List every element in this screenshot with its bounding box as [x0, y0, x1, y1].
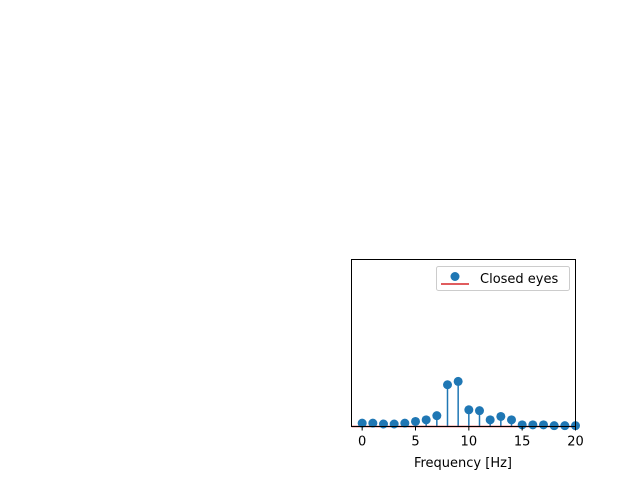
plot-frame — [351, 259, 576, 427]
stem-marker — [517, 420, 527, 430]
stem-marker — [379, 419, 388, 429]
stem-marker — [443, 380, 452, 390]
stem-marker — [485, 415, 495, 425]
stem-marker — [539, 420, 548, 430]
x-tick-label: 0 — [358, 435, 366, 450]
x-tick-label: 5 — [411, 435, 419, 450]
stem-marker — [432, 411, 442, 421]
stem-marker — [496, 411, 506, 421]
legend: Closed eyes — [436, 266, 570, 291]
x-tick-label: 10 — [461, 435, 478, 450]
stem-marker — [411, 416, 420, 426]
x-tick-label: 20 — [567, 435, 584, 450]
stem-marker — [507, 415, 516, 425]
stem-marker — [421, 415, 431, 425]
stem-marker — [549, 421, 559, 431]
stem-marker — [560, 421, 570, 431]
legend-entry-label: Closed eyes — [480, 272, 558, 287]
stem-marker — [528, 420, 538, 430]
stem-marker — [357, 418, 367, 428]
legend-frame — [436, 266, 570, 291]
x-tick-label: 15 — [514, 435, 531, 450]
x-axis-label: Frequency [Hz] — [414, 456, 512, 471]
stem-marker — [453, 376, 463, 386]
stem-marker — [464, 405, 474, 415]
stem-marker — [475, 406, 484, 416]
stem-marker — [368, 418, 378, 428]
stem-marker — [389, 419, 399, 429]
stem-markers — [357, 376, 580, 431]
x-axis-ticks: 0 5 10 15 20 — [358, 426, 584, 450]
legend-marker-swatch — [450, 272, 460, 281]
stem-marker — [400, 418, 410, 428]
